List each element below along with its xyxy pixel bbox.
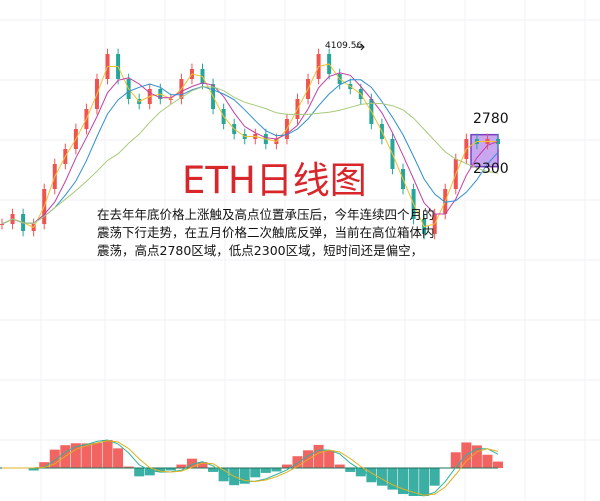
oscillator-bar [186, 458, 197, 468]
oscillator-bar [144, 468, 155, 476]
ma-long-line [1, 79, 499, 225]
oscillator-bar [208, 468, 219, 472]
chart-title: ETH日线图 [182, 159, 367, 202]
box-high-label: 2780 [473, 111, 509, 127]
oscillator-bar [239, 468, 250, 484]
oscillator-bar [28, 468, 39, 471]
oscillator-bar [292, 456, 303, 468]
max-price-label: 4109.56 [325, 41, 363, 51]
oscillator-bar [250, 468, 261, 478]
oscillator-bar [366, 468, 377, 483]
ma-longest-line [1, 86, 499, 225]
oscillator-bar [70, 443, 81, 468]
oscillator-bar [387, 468, 398, 490]
oscillator-bar [419, 468, 430, 496]
oscillator-bar [113, 448, 124, 468]
oscillator-bar [102, 440, 113, 468]
box-low-label: 2300 [473, 161, 509, 177]
candle-body [0, 224, 4, 225]
oscillator-bar [134, 468, 145, 477]
oscillator-slow-line [2, 440, 499, 496]
oscillator-bar [376, 468, 387, 486]
oscillator-bar [429, 468, 440, 486]
oscillator-bar [165, 468, 176, 471]
oscillator-bar [482, 454, 493, 468]
ma-mid-line [1, 72, 499, 225]
oscillator-bar [123, 466, 134, 468]
oscillator-bar [281, 464, 292, 468]
oscillator-bar [218, 468, 229, 482]
oscillator-bar [81, 443, 92, 468]
oscillator-bar [398, 468, 409, 495]
oscillator-bar [271, 468, 282, 472]
oscillator-bar [49, 449, 60, 468]
max-arrow-icon [356, 43, 365, 51]
oscillator-bar [355, 468, 366, 477]
oscillator-bar [197, 462, 208, 468]
oscillator-bar [345, 468, 356, 472]
oscillator-bar [493, 461, 503, 468]
oscillator-bar [260, 468, 271, 473]
ma-short-line [1, 63, 498, 229]
oscillator-bar [39, 462, 50, 468]
oscillator-bar [155, 468, 166, 472]
oscillator-bar [408, 468, 419, 496]
analysis-note: 在去年年底价格上涨触及高点位置承压后，今年连续四个月的震荡下行走势，在五月价格二… [97, 207, 435, 258]
oscillator-bar [324, 450, 335, 468]
oscillator-bar [471, 445, 482, 468]
oscillator-bar [91, 442, 102, 468]
oscillator-bar [334, 464, 345, 468]
oscillator-bar [450, 452, 461, 468]
oscillator-bar [176, 464, 187, 468]
oscillator-bar [313, 444, 324, 468]
